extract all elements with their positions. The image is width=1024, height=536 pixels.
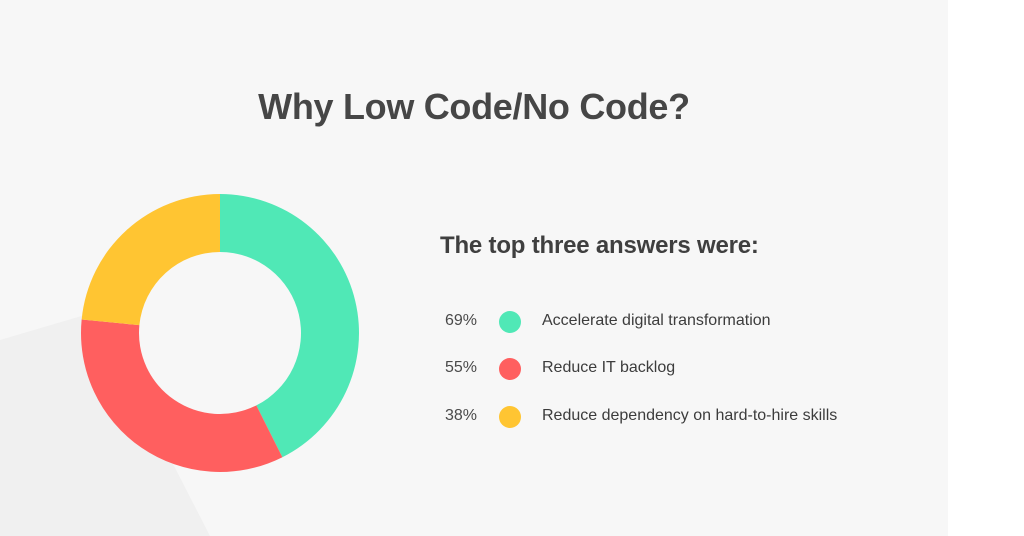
infographic-card: Why Low Code/No Code? The top three answ… — [0, 0, 948, 536]
slice-red — [80, 319, 283, 472]
legend-percentage: 55% — [444, 359, 477, 376]
legend-heading: The top three answers were: — [440, 232, 759, 259]
legend-swatch-red — [499, 358, 521, 380]
legend-label: Reduce dependency on hard-to-hire skills — [542, 407, 838, 424]
legend-label: Reduce IT backlog — [542, 359, 676, 376]
legend-percentage: 69% — [444, 312, 477, 329]
legend-item: 69% Accelerate digital transformation — [420, 310, 890, 334]
legend-item: 55% Reduce IT backlog — [420, 357, 890, 381]
background-shape — [0, 0, 948, 536]
page-title: Why Low Code/No Code? — [258, 86, 690, 127]
legend-label: Accelerate digital transformation — [542, 312, 771, 329]
legend-item: 38% Reduce dependency on hard-to-hire sk… — [420, 405, 890, 429]
slice-yellow — [81, 194, 220, 326]
slice-green — [220, 194, 359, 458]
legend-swatch-yellow — [499, 406, 521, 428]
donut-chart — [80, 194, 359, 472]
legend-swatch-green — [499, 311, 521, 333]
legend-percentage: 38% — [444, 407, 477, 424]
